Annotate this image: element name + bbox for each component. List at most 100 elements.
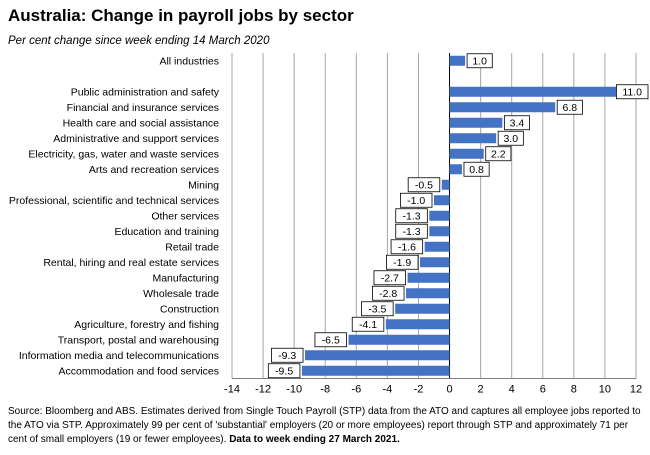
data-label-box <box>395 208 428 224</box>
data-label: -1.6 <box>398 242 416 254</box>
data-label: -6.5 <box>322 335 340 347</box>
x-tick-label: -10 <box>286 384 302 396</box>
data-label-box <box>386 254 419 270</box>
data-label-box <box>463 161 490 177</box>
data-label-box <box>556 99 583 115</box>
bar <box>429 226 450 237</box>
source-note: Source: Bloomberg and ABS. Estimates der… <box>8 405 644 447</box>
data-label: 1.0 <box>472 56 487 68</box>
data-label: -2.7 <box>381 273 399 285</box>
data-label: -9.5 <box>275 366 293 378</box>
category-label: Manufacturing <box>152 273 219 285</box>
data-label: 0.8 <box>469 164 484 176</box>
category-label: Arts and recreation services <box>89 164 219 176</box>
data-label: 3.0 <box>503 133 518 145</box>
bar <box>449 117 503 128</box>
bar <box>406 288 450 299</box>
data-label-box <box>407 177 441 193</box>
category-label: Financial and insurance services <box>67 102 219 114</box>
data-label: -2.8 <box>379 288 397 300</box>
data-label-box <box>314 332 347 348</box>
x-tick-label: 8 <box>571 384 577 396</box>
data-label-box <box>616 84 649 100</box>
category-label: Construction <box>160 304 219 316</box>
x-tick-label: 12 <box>630 384 642 396</box>
category-label: Mining <box>188 180 219 192</box>
bar-chart: -14 -12 -10 -8 -6 -4 -2 0 2 4 6 8 10 12 All industries… <box>9 53 649 396</box>
category-label: Administrative and support services <box>53 133 219 145</box>
data-label-box <box>395 223 428 239</box>
bar <box>305 350 450 361</box>
category-label: Retail trade <box>165 242 219 254</box>
category-label: Professional, scientific and technical s… <box>9 195 219 207</box>
bar <box>449 133 497 144</box>
data-label-box <box>497 130 524 146</box>
bar <box>429 210 450 221</box>
x-tick-label: 10 <box>599 384 611 396</box>
x-tick-label: -2 <box>414 384 424 396</box>
bar <box>449 102 556 113</box>
category-label: Health care and social assistance <box>63 118 220 130</box>
data-label-box <box>485 146 512 162</box>
data-label: -9.3 <box>278 350 296 362</box>
data-label-box <box>361 301 394 317</box>
category-label: Accommodation and food services <box>59 366 220 378</box>
bar <box>407 272 450 283</box>
x-tick-label: -8 <box>320 384 330 396</box>
x-tick-label: -12 <box>255 384 271 396</box>
data-label: -1.3 <box>402 226 420 238</box>
x-tick-label: 0 <box>446 384 452 396</box>
category-label: Agriculture, forestry and fishing <box>74 319 219 331</box>
data-label-box <box>373 270 406 286</box>
x-tick-label: 2 <box>478 384 484 396</box>
bar <box>449 148 484 159</box>
category-label: Information media and telecommunications <box>19 350 219 362</box>
data-label-box <box>399 192 433 208</box>
data-label-box <box>503 115 530 131</box>
bar <box>420 257 450 268</box>
category-label: All industries <box>159 56 219 68</box>
bar <box>449 55 466 66</box>
data-label-box <box>372 285 405 301</box>
data-label-box <box>271 347 304 363</box>
data-label: -1.3 <box>402 211 420 223</box>
data-label-box <box>267 363 301 379</box>
data-label-box <box>466 53 493 69</box>
data-label: 3.4 <box>510 118 525 130</box>
bar <box>301 365 450 376</box>
source-text: Source: Bloomberg and ABS. Estimates der… <box>8 406 641 445</box>
x-tick-label: 4 <box>509 384 515 396</box>
chart-subtitle: Per cent change since week ending 14 Mar… <box>8 35 270 47</box>
x-tick-label: -4 <box>382 384 392 396</box>
source-date-note: Data to week ending 27 March 2021. <box>229 434 400 445</box>
data-label: -0.5 <box>415 180 433 192</box>
data-label: 11.0 <box>622 87 642 99</box>
bar <box>424 241 450 252</box>
category-label: Education and training <box>115 226 220 238</box>
bar <box>395 303 450 314</box>
chart-title: Australia: Change in payroll jobs by sec… <box>8 6 354 25</box>
bar <box>449 86 621 97</box>
data-label-box <box>351 316 385 332</box>
data-label: -1.0 <box>407 195 425 207</box>
bar <box>434 195 450 206</box>
bar <box>348 334 450 345</box>
category-label: Electricity, gas, water and waste servic… <box>28 149 219 161</box>
category-label: Transport, postal and warehousing <box>58 335 219 347</box>
data-label: -4.1 <box>359 319 377 331</box>
data-label-box <box>390 239 424 255</box>
data-label: -1.9 <box>393 257 411 269</box>
x-tick-label: -6 <box>351 384 361 396</box>
bar <box>385 319 450 330</box>
category-label: Public administration and safety <box>71 87 220 99</box>
category-label: Wholesale trade <box>143 288 219 300</box>
data-label: 2.2 <box>491 149 506 161</box>
category-label: Other services <box>151 211 219 223</box>
category-label: Rental, hiring and real estate services <box>43 257 219 269</box>
x-tick-label: -14 <box>224 384 240 396</box>
x-tick-label: 6 <box>540 384 546 396</box>
bar <box>441 179 450 190</box>
data-label: 6.8 <box>562 102 577 114</box>
bar <box>449 164 462 175</box>
data-label: -3.5 <box>368 304 386 316</box>
